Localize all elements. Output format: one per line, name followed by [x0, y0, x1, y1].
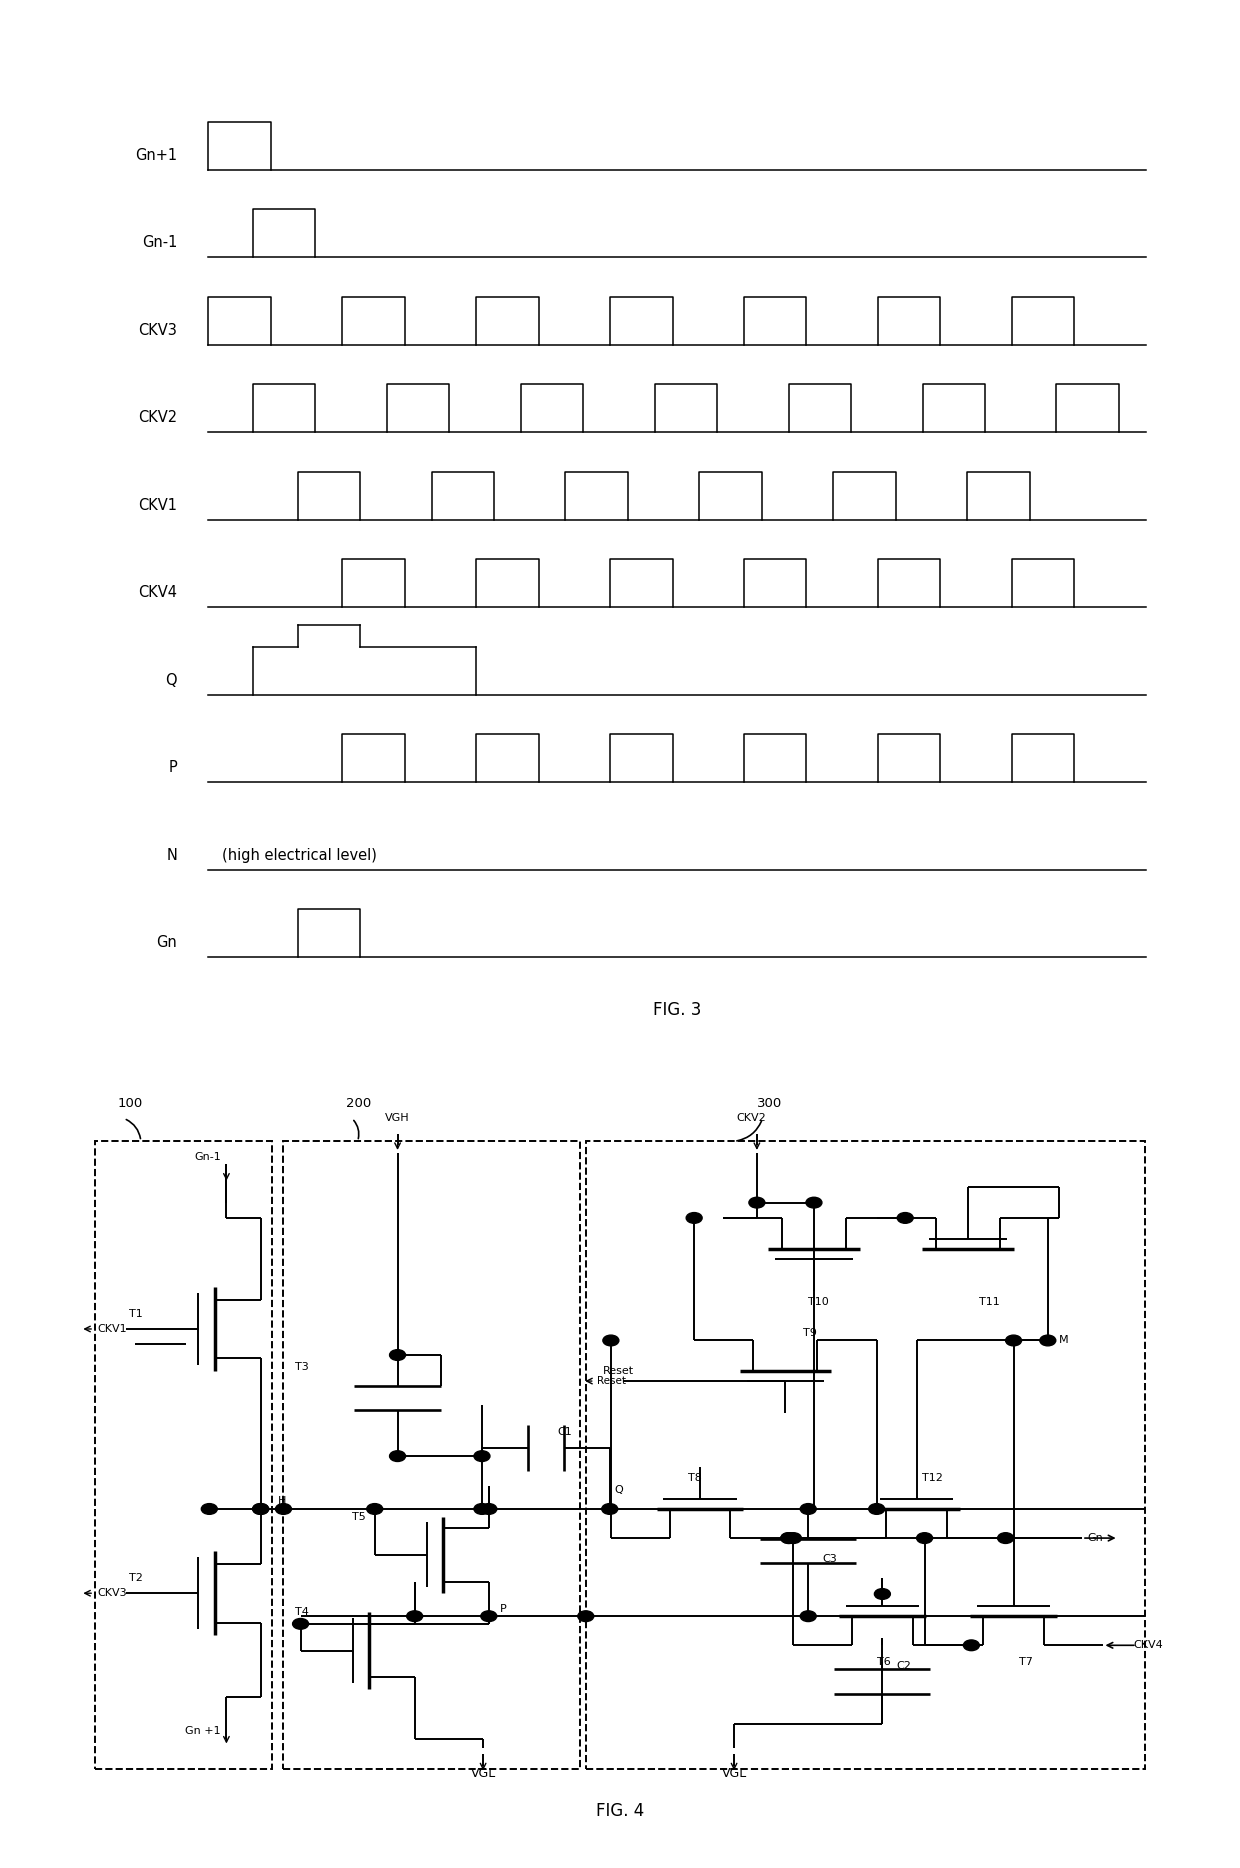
Text: H: H	[278, 1496, 286, 1506]
Text: CKV4: CKV4	[138, 585, 177, 600]
Text: CKV4: CKV4	[1133, 1640, 1163, 1649]
Text: Gn-1: Gn-1	[193, 1153, 221, 1162]
Text: VGL: VGL	[722, 1767, 746, 1780]
Circle shape	[998, 1534, 1013, 1543]
Text: CKV1: CKV1	[98, 1324, 128, 1334]
Text: Q: Q	[165, 672, 177, 687]
Circle shape	[578, 1610, 594, 1621]
Text: VGH: VGH	[386, 1113, 410, 1123]
Circle shape	[781, 1534, 797, 1543]
Bar	[95, 1141, 272, 1769]
Circle shape	[201, 1504, 217, 1515]
Text: Gn: Gn	[156, 936, 177, 951]
Circle shape	[963, 1640, 980, 1651]
Circle shape	[601, 1504, 618, 1515]
Circle shape	[785, 1534, 801, 1543]
Text: VGL: VGL	[470, 1767, 496, 1780]
Circle shape	[749, 1197, 765, 1209]
Circle shape	[474, 1504, 490, 1515]
Text: Reset: Reset	[598, 1377, 626, 1386]
Text: 300: 300	[756, 1097, 782, 1110]
Text: T12: T12	[923, 1474, 944, 1483]
Text: T2: T2	[129, 1573, 144, 1582]
Text: CKV3: CKV3	[98, 1588, 128, 1599]
Text: C1: C1	[557, 1427, 572, 1436]
Circle shape	[275, 1504, 291, 1515]
Text: Gn +1: Gn +1	[185, 1726, 221, 1735]
Text: P: P	[169, 760, 177, 775]
Text: T11: T11	[980, 1296, 1001, 1308]
Text: 100: 100	[118, 1097, 144, 1110]
Circle shape	[253, 1504, 269, 1515]
Text: CKV1: CKV1	[138, 497, 177, 512]
Circle shape	[874, 1588, 890, 1599]
Bar	[284, 1141, 580, 1769]
Text: T8: T8	[688, 1474, 702, 1483]
Circle shape	[253, 1504, 269, 1515]
Text: FIG. 3: FIG. 3	[652, 1001, 702, 1018]
Circle shape	[869, 1504, 884, 1515]
Text: T6: T6	[877, 1657, 890, 1666]
Text: Gn-1: Gn-1	[141, 235, 177, 250]
Circle shape	[686, 1212, 702, 1224]
Circle shape	[1006, 1336, 1022, 1345]
Circle shape	[481, 1504, 497, 1515]
Circle shape	[781, 1534, 797, 1543]
Text: N: N	[166, 848, 177, 863]
Text: CKV2: CKV2	[138, 411, 177, 426]
Text: P: P	[500, 1603, 507, 1614]
Circle shape	[806, 1197, 822, 1209]
Text: T7: T7	[1019, 1657, 1033, 1666]
Text: CKV3: CKV3	[138, 323, 177, 338]
Text: T1: T1	[129, 1309, 143, 1319]
Circle shape	[293, 1618, 309, 1629]
Text: T5: T5	[352, 1511, 366, 1522]
Circle shape	[407, 1610, 423, 1621]
Text: C3: C3	[822, 1554, 837, 1564]
Text: Q: Q	[614, 1485, 622, 1494]
Text: 200: 200	[346, 1097, 372, 1110]
Text: (high electrical level): (high electrical level)	[222, 848, 377, 863]
Circle shape	[1040, 1336, 1055, 1345]
Text: Reset: Reset	[603, 1366, 634, 1377]
Circle shape	[800, 1504, 816, 1515]
Circle shape	[800, 1610, 816, 1621]
Text: T9: T9	[802, 1328, 816, 1337]
Text: M: M	[1059, 1336, 1069, 1345]
Text: T3: T3	[295, 1362, 309, 1373]
Text: C2: C2	[897, 1661, 911, 1672]
Circle shape	[389, 1351, 405, 1360]
Bar	[585, 1141, 1145, 1769]
Circle shape	[916, 1534, 932, 1543]
Text: FIG. 4: FIG. 4	[596, 1803, 644, 1821]
Text: Gn: Gn	[1087, 1534, 1104, 1543]
Text: T4: T4	[295, 1606, 309, 1618]
Circle shape	[367, 1504, 383, 1515]
Text: T10: T10	[808, 1296, 830, 1308]
Circle shape	[474, 1451, 490, 1461]
Circle shape	[898, 1212, 913, 1224]
Circle shape	[603, 1336, 619, 1345]
Text: Gn+1: Gn+1	[135, 148, 177, 163]
Text: CKV2: CKV2	[737, 1113, 766, 1123]
Circle shape	[389, 1451, 405, 1461]
Circle shape	[481, 1610, 497, 1621]
